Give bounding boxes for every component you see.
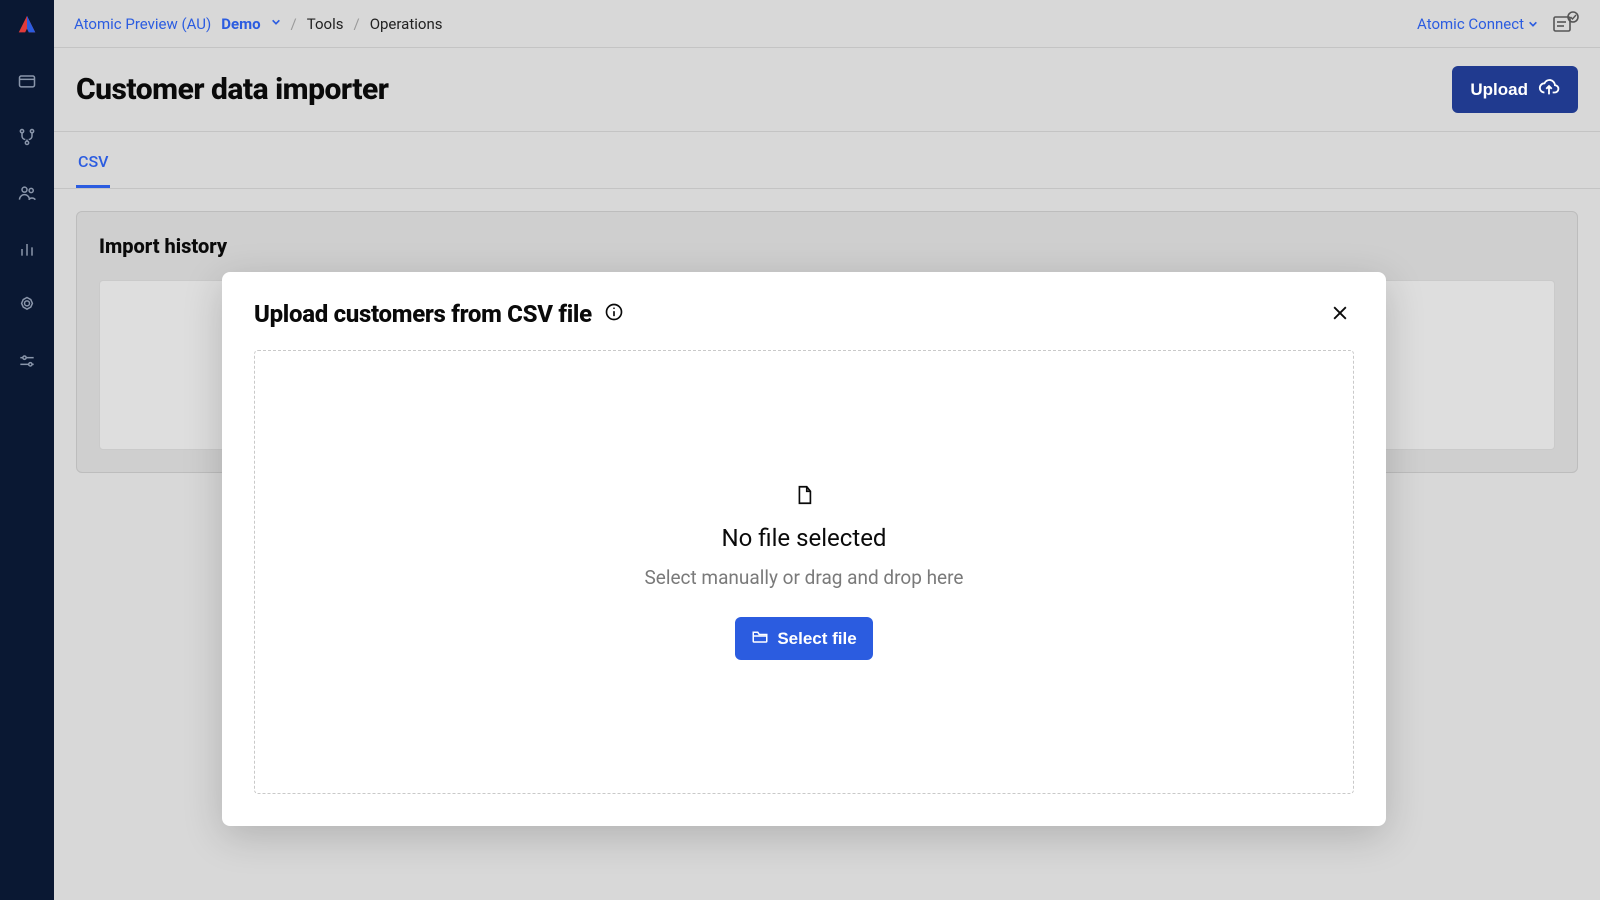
modal-title: Upload customers from CSV file <box>254 300 592 328</box>
file-icon <box>793 484 815 510</box>
info-icon[interactable] <box>604 302 624 326</box>
file-dropzone[interactable]: No file selected Select manually or drag… <box>254 350 1354 794</box>
modal-overlay: Upload customers from CSV file No file s… <box>0 0 1600 900</box>
dropzone-primary-text: No file selected <box>722 524 887 552</box>
folder-icon <box>751 627 769 650</box>
modal-header: Upload customers from CSV file <box>254 300 1354 328</box>
close-button[interactable] <box>1326 300 1354 328</box>
close-icon <box>1330 303 1350 326</box>
dropzone-secondary-text: Select manually or drag and drop here <box>645 566 964 589</box>
select-file-button[interactable]: Select file <box>735 617 872 660</box>
upload-modal: Upload customers from CSV file No file s… <box>222 272 1386 826</box>
select-file-label: Select file <box>777 629 856 649</box>
